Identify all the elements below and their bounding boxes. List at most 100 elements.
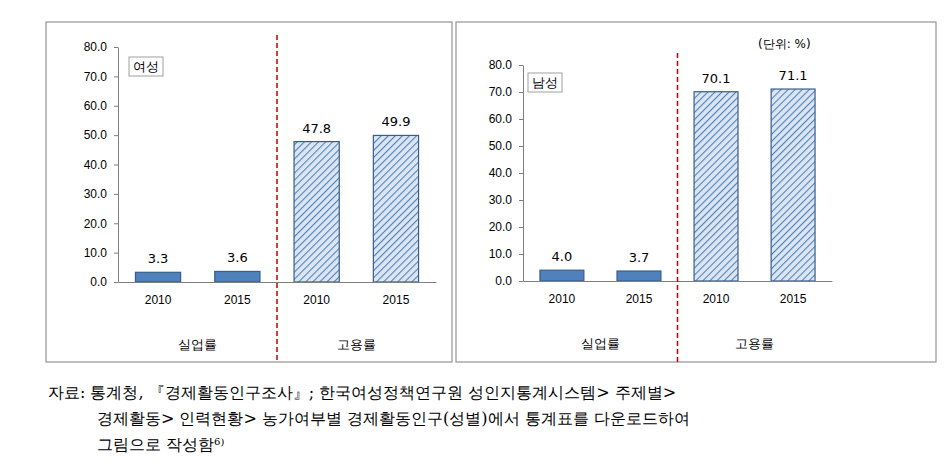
y-tick: 80.0 <box>84 40 118 54</box>
y-tick-mark <box>519 92 523 93</box>
y-tick: 80.0 <box>489 58 523 72</box>
group-label: 실업률 <box>178 337 217 352</box>
x-tick-label: 2015 <box>383 293 410 307</box>
y-tick-label: 50.0 <box>489 139 513 153</box>
source-line: 그림으로 작성함6) <box>97 435 224 454</box>
x-tick: 2015 <box>383 282 410 307</box>
y-tick: 10.0 <box>84 246 118 260</box>
title-text: 여성 <box>133 59 159 74</box>
x-tick-label: 2010 <box>145 293 172 307</box>
source-line: 경제활동> 인력현황> 농가여부별 경제활동인구(성별)에서 통계표를 다운로드… <box>97 409 690 428</box>
y-tick: 30.0 <box>84 187 118 201</box>
data-label: 70.1 <box>702 71 731 86</box>
bar <box>540 270 584 281</box>
y-tick: 0.0 <box>90 275 118 289</box>
title-box <box>129 57 163 76</box>
y-tick-mark <box>519 254 523 255</box>
y-tick-mark <box>114 165 118 166</box>
figure: 0.0 10.0 20.0 30.0 40.0 50.0 60.0 70.0 80.0 2010 2… <box>0 0 944 464</box>
source-text: 그림으로 작성함 <box>97 435 214 454</box>
y-tick-label: 80.0 <box>489 58 513 72</box>
y-tick: 30.0 <box>489 193 523 207</box>
y-axis: 0.0 10.0 20.0 30.0 40.0 50.0 60.0 70.0 80.0 <box>84 40 119 289</box>
x-tick-label: 2015 <box>626 292 653 306</box>
bar <box>373 135 418 282</box>
y-tick-mark <box>519 146 523 147</box>
group-label: 실업률 <box>581 336 620 351</box>
source-text: 자료: 통계청, 『경제활동인구조사』; 한국여성정책연구원 성인지통계시스템>… <box>48 383 676 402</box>
panel-frame <box>46 22 452 362</box>
y-tick-label: 50.0 <box>84 128 108 142</box>
group-label: 고용률 <box>735 336 774 351</box>
y-tick-mark <box>114 223 118 224</box>
y-tick-mark <box>519 200 523 201</box>
y-tick: 50.0 <box>489 139 523 153</box>
y-tick: 20.0 <box>489 220 523 234</box>
y-tick-label: 20.0 <box>489 220 513 234</box>
y-tick-label: 20.0 <box>84 217 108 231</box>
bars <box>540 89 815 281</box>
y-tick: 60.0 <box>489 112 523 126</box>
y-tick-mark <box>114 106 118 107</box>
bar <box>135 272 180 282</box>
x-tick: 2010 <box>303 282 330 307</box>
data-label: 3.7 <box>629 250 650 265</box>
x-axis-line <box>119 282 437 283</box>
chart-panel: 0.0 10.0 20.0 30.0 40.0 50.0 60.0 70.0 80.0 2010 2… <box>46 22 452 362</box>
y-tick-mark <box>114 47 118 48</box>
data-label: 3.6 <box>227 250 248 265</box>
y-tick-mark <box>114 76 118 77</box>
chart-title: 여성 <box>129 57 163 76</box>
bar <box>694 92 738 281</box>
x-tick: 2015 <box>626 281 653 306</box>
x-tick-label: 2010 <box>303 293 330 307</box>
group-divider <box>677 53 679 362</box>
y-tick-label: 30.0 <box>84 187 108 201</box>
y-tick: 50.0 <box>84 128 118 142</box>
panel-frame <box>456 22 936 362</box>
data-label: 4.0 <box>552 249 573 264</box>
y-tick-label: 10.0 <box>84 246 108 260</box>
x-tick-label: 2010 <box>703 292 730 306</box>
bar <box>294 142 339 282</box>
source-text: 경제활동> 인력현황> 농가여부별 경제활동인구(성별)에서 통계표를 다운로드… <box>97 409 690 428</box>
data-label: 47.8 <box>302 121 331 136</box>
y-tick-mark <box>519 119 523 120</box>
y-tick-mark <box>114 135 118 136</box>
y-tick-mark <box>519 173 523 174</box>
y-tick-label: 40.0 <box>489 166 513 180</box>
source-line: 자료: 통계청, 『경제활동인구조사』; 한국여성정책연구원 성인지통계시스템>… <box>48 383 676 402</box>
y-tick-label: 60.0 <box>489 112 513 126</box>
y-tick: 70.0 <box>489 85 523 99</box>
footnote-mark: 6) <box>214 436 224 447</box>
y-tick-mark <box>519 227 523 228</box>
data-label: 3.3 <box>148 251 169 266</box>
y-axis: 0.010.020.030.040.050.060.070.080.0 <box>489 58 524 288</box>
y-tick-label: 40.0 <box>84 158 108 172</box>
x-tick: 2010 <box>703 281 730 306</box>
unit-label: (단위: %) <box>758 37 811 51</box>
x-tick: 2015 <box>780 281 807 306</box>
y-tick: 0.0 <box>495 274 523 288</box>
chart-panel: 0.010.020.030.040.050.060.070.080.020102… <box>456 22 936 362</box>
y-tick-mark <box>114 253 118 254</box>
y-tick: 60.0 <box>84 99 118 113</box>
y-tick-label: 70.0 <box>84 70 108 84</box>
y-tick-label: 60.0 <box>84 99 108 113</box>
group-label: 고용률 <box>337 337 376 352</box>
bar <box>215 271 260 282</box>
y-tick: 40.0 <box>84 158 118 172</box>
bar <box>617 271 661 281</box>
data-label: 49.9 <box>381 114 410 129</box>
x-tick-label: 2015 <box>780 292 807 306</box>
y-tick-mark <box>114 194 118 195</box>
y-tick: 70.0 <box>84 70 118 84</box>
y-tick-mark <box>114 282 118 283</box>
y-tick: 40.0 <box>489 166 523 180</box>
x-tick: 2015 <box>224 282 251 307</box>
data-label: 71.1 <box>779 68 808 83</box>
chart-title: 남성 <box>528 73 562 92</box>
bars <box>135 135 418 282</box>
x-tick: 2010 <box>549 281 576 306</box>
source-note: 자료: 통계청, 『경제활동인구조사』; 한국여성정책연구원 성인지통계시스템>… <box>48 383 690 454</box>
